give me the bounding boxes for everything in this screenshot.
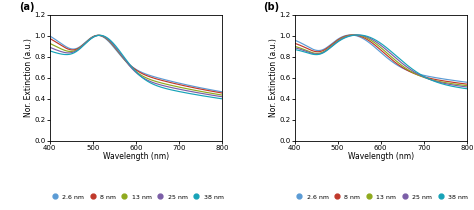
Text: (b): (b) — [264, 2, 280, 12]
Legend: 2.6 nm, 8 nm, 13 nm, 25 nm, 38 nm: 2.6 nm, 8 nm, 13 nm, 25 nm, 38 nm — [291, 192, 471, 202]
Y-axis label: Nor. Extinction (a.u.): Nor. Extinction (a.u.) — [269, 38, 278, 117]
Text: (a): (a) — [19, 2, 34, 12]
X-axis label: Wavelength (nm): Wavelength (nm) — [103, 152, 169, 161]
X-axis label: Wavelength (nm): Wavelength (nm) — [347, 152, 414, 161]
Y-axis label: Nor. Extinction (a.u.): Nor. Extinction (a.u.) — [24, 38, 33, 117]
Legend: 2.6 nm, 8 nm, 13 nm, 25 nm, 38 nm: 2.6 nm, 8 nm, 13 nm, 25 nm, 38 nm — [46, 192, 226, 202]
